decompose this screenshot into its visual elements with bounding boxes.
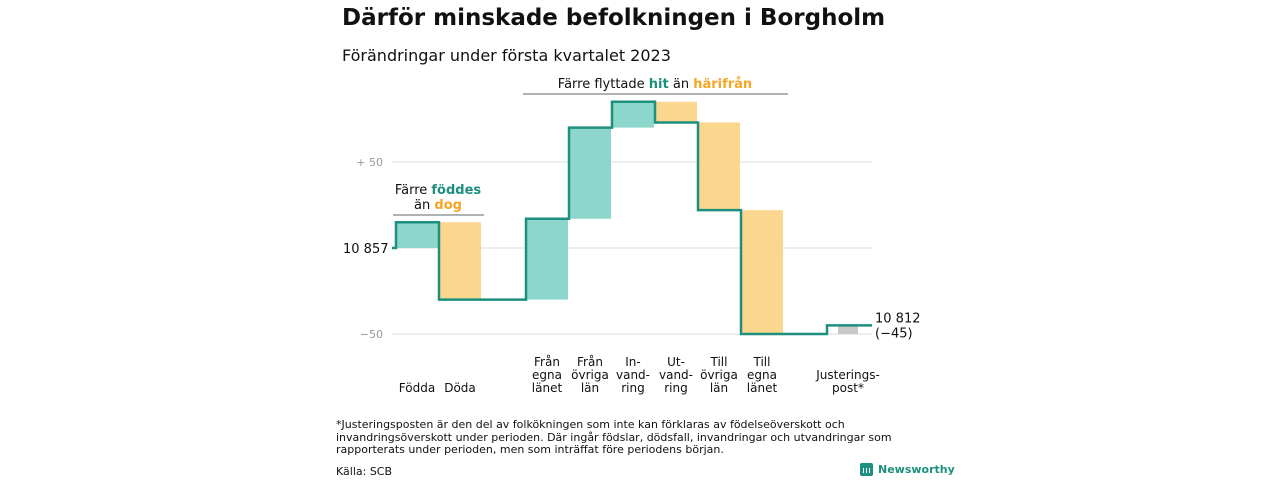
x-tick-label-9: Justerings-post* <box>815 368 880 395</box>
bar-8 <box>741 210 783 334</box>
waterfall-chart: + 50 −50 10 857 10 812(−45) Födda Döda Från egn… <box>343 77 921 395</box>
brand-name: Newsworthy <box>878 463 955 476</box>
x-tick-label-1: Födda <box>399 381 435 395</box>
footnote: *Justeringsposten är den del av folkökni… <box>336 418 892 456</box>
x-tick-label-4: Från övriga län <box>571 355 609 395</box>
x-tick-label-7: Till övriga län <box>700 355 738 395</box>
end-value-label: 10 812 <box>875 311 921 326</box>
bar-2 <box>439 222 481 300</box>
bar-6 <box>655 101 697 123</box>
brand-logo: Newsworthy <box>860 463 955 476</box>
x-tick-label-3: Från egna länet <box>532 355 563 395</box>
y-tick-label-2: −50 <box>360 328 383 341</box>
bar-1 <box>396 222 438 248</box>
annotation-birth-line1: Färre föddes <box>395 183 482 198</box>
chart-title: Därför minskade befolkningen i Borgholm <box>342 5 886 31</box>
y-tick-label-0: + 50 <box>356 156 383 169</box>
bar-9 <box>838 325 858 334</box>
annotation-move: Färre flyttade hit än härifrån <box>558 77 752 92</box>
cumulative-line <box>392 100 872 336</box>
x-tick-label-5: In-vand-ring <box>616 355 650 395</box>
end-change-label: (−45) <box>875 326 913 341</box>
x-tick-label-2: Döda <box>444 381 476 395</box>
chart-bar-icon <box>860 463 873 476</box>
bar-5 <box>612 101 654 128</box>
bar-7 <box>698 122 740 211</box>
chart-subtitle: Förändringar under första kvartalet 2023 <box>342 46 671 65</box>
bar-3 <box>526 218 568 300</box>
x-tick-label-6: Ut-vand-ring <box>659 355 693 395</box>
source-label: Källa: SCB <box>336 465 393 478</box>
annotation-birth-line2: än dog <box>414 198 462 213</box>
x-tick-label-8: Till egna länet <box>747 355 778 395</box>
bar-4 <box>569 127 611 219</box>
start-value-label: 10 857 <box>343 242 389 257</box>
